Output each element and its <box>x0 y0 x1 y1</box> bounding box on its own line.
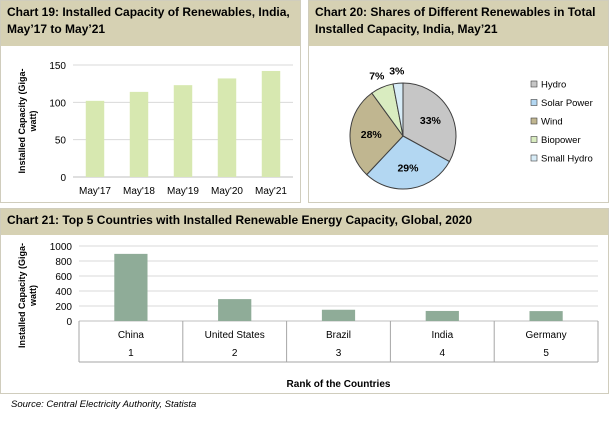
x-tick-label: India <box>431 330 453 341</box>
x-tick-label: May'17 <box>79 186 111 197</box>
rank-label: 1 <box>128 348 134 359</box>
chart21-title: Chart 21: Top 5 Countries with Installed… <box>1 209 608 235</box>
bar <box>321 309 356 321</box>
source-note: Source: Central Electricity Authority, S… <box>11 399 197 410</box>
bar <box>173 85 193 177</box>
legend-swatch <box>530 80 538 88</box>
legend-label: Solar Power <box>541 98 593 109</box>
x-tick-label: United States <box>205 330 265 341</box>
y-tick-label: 0 <box>60 173 66 184</box>
chart21-svg: 0 200 400 600 800 1000 China 1 United States 2 Bra… <box>17 242 599 390</box>
bar <box>217 78 237 177</box>
bar <box>85 100 105 177</box>
bar <box>261 70 281 177</box>
pie-data-label: 29% <box>397 162 419 174</box>
pie-slice <box>366 135 451 190</box>
chart20-title: Chart 20: Shares of Different Renewables… <box>309 1 608 46</box>
rank-label: 3 <box>336 348 342 359</box>
legend-label: Small Hydro <box>541 154 593 165</box>
x-tick-label: May'20 <box>211 186 243 197</box>
legend-swatch <box>530 136 538 143</box>
chart21-panel: Chart 21: Top 5 Countries with Installed… <box>0 208 609 394</box>
legend-label: Hydro <box>541 80 566 91</box>
y-tick-label: 400 <box>55 287 72 298</box>
x-tick-label: Germany <box>526 330 567 341</box>
pie-slice <box>349 92 404 176</box>
bar <box>218 299 252 321</box>
bar <box>129 91 149 177</box>
y-axis-label-line: Installed Capacity (Giga- <box>17 243 27 348</box>
x-tick-label: May'19 <box>167 186 199 197</box>
rank-label: 2 <box>232 348 238 359</box>
chart19-panel: Chart 19: Installed Capacity of Renewabl… <box>0 0 301 203</box>
y-tick-label: 100 <box>49 98 66 109</box>
y-tick-label: 50 <box>55 136 67 147</box>
x-axis-label: Rank of the Countries <box>287 379 391 390</box>
legend-swatch <box>530 99 538 106</box>
y-axis-label-line: watt) <box>28 111 38 133</box>
pie-slice <box>392 82 404 137</box>
y-axis-label-line: Installed Capacity (Giga- <box>17 68 27 173</box>
bar <box>425 310 459 321</box>
y-tick-label: 600 <box>55 272 72 283</box>
y-axis-label-line: watt) <box>28 285 38 307</box>
pie-data-label: 7% <box>369 70 385 82</box>
rank-label: 4 <box>440 348 446 359</box>
bar <box>114 253 148 321</box>
chart19-svg: 0 50 100 150 May'17 May'18 May'19 May'20 May'21 I… <box>17 61 293 197</box>
y-tick-label: 800 <box>55 257 72 268</box>
chart20-panel: Chart 20: Shares of Different Renewables… <box>308 0 609 203</box>
x-tick-label: May'21 <box>255 186 287 197</box>
legend-swatch <box>530 154 538 162</box>
y-tick-label: 1000 <box>50 242 73 253</box>
y-tick-label: 200 <box>55 302 72 313</box>
legend-label: Biopower <box>541 135 581 146</box>
y-axis-label: Installed Capacity (Giga-watt) <box>17 68 38 173</box>
pie-data-label: 33% <box>420 115 442 127</box>
rank-label: 5 <box>543 348 549 359</box>
chart20-svg: 33% 29% 28% 7% 3% Hydro Solar Power Wind Biopowe… <box>349 65 593 190</box>
chart19-title: Chart 19: Installed Capacity of Renewabl… <box>1 1 300 46</box>
x-tick-label: Brazil <box>326 330 351 341</box>
pie-data-label: 3% <box>389 65 405 77</box>
bar <box>529 311 563 321</box>
y-tick-label: 150 <box>49 61 66 72</box>
y-tick-label: 0 <box>66 317 72 328</box>
pie-slice <box>402 82 457 163</box>
x-tick-label: May'18 <box>123 186 155 197</box>
legend-swatch <box>530 117 538 125</box>
x-tick-label: China <box>118 330 145 341</box>
pie-data-label: 28% <box>361 129 383 141</box>
y-axis-label: Installed Capacity (Giga-watt) <box>17 243 38 348</box>
legend-label: Wind <box>541 117 563 128</box>
